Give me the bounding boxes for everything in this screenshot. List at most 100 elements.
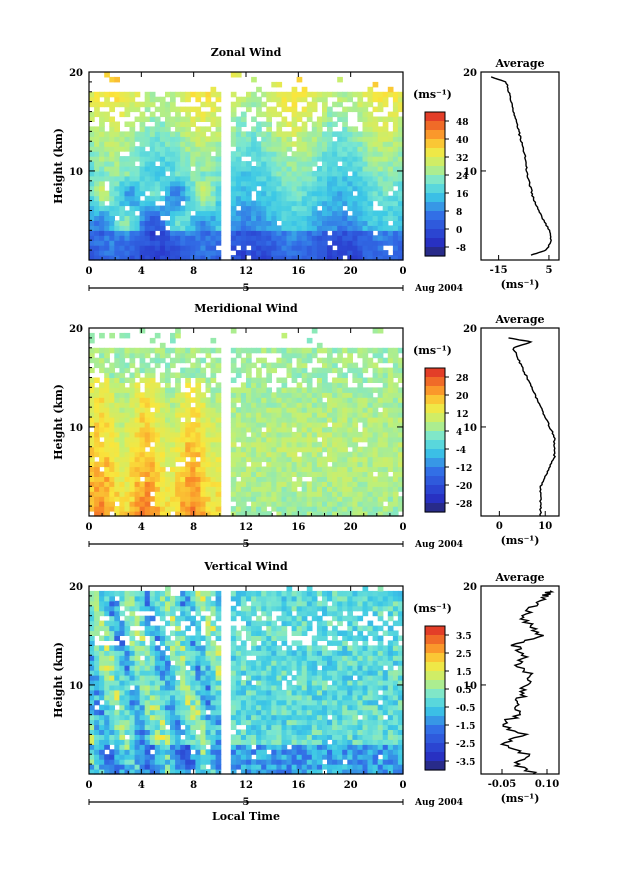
heatmap-cell xyxy=(362,156,369,162)
heatmap-cell xyxy=(205,111,212,118)
heatmap-cell xyxy=(271,436,277,443)
heatmap-cell xyxy=(175,481,181,487)
heatmap-cell xyxy=(205,431,212,438)
heatmap-cell xyxy=(261,161,267,167)
heatmap-cell xyxy=(165,240,171,246)
heatmap-cell xyxy=(114,734,120,740)
heatmap-cell xyxy=(322,357,328,364)
heatmap-cell xyxy=(256,402,262,408)
heatmap-cell xyxy=(246,362,252,369)
heatmap-cell xyxy=(266,744,272,750)
heatmap-cell xyxy=(109,461,115,468)
heatmap-cell xyxy=(180,185,186,192)
heatmap-cell xyxy=(347,744,353,750)
heatmap-cell xyxy=(387,136,394,142)
heatmap-cell xyxy=(215,161,222,167)
heatmap-cell xyxy=(210,426,217,433)
heatmap-cell xyxy=(296,362,303,369)
heatmap-cell xyxy=(195,116,202,122)
heatmap-cell xyxy=(276,704,283,711)
heatmap-cell xyxy=(266,347,272,354)
heatmap-cell xyxy=(387,367,394,374)
heatmap-cell xyxy=(180,496,186,502)
heatmap-cell xyxy=(129,372,136,378)
heatmap-cell xyxy=(311,190,318,197)
heatmap-cell xyxy=(332,699,338,706)
heatmap-cell xyxy=(185,451,191,458)
heatmap-cell xyxy=(387,156,394,162)
heatmap-cell xyxy=(114,146,120,152)
heatmap-cell xyxy=(387,431,394,438)
heatmap-cell xyxy=(266,754,272,760)
heatmap-cell xyxy=(347,230,353,236)
heatmap-cell xyxy=(149,446,156,453)
heatmap-cell xyxy=(281,739,288,745)
heatmap-cell xyxy=(251,699,257,706)
heatmap-cell xyxy=(362,719,369,726)
heatmap-cell xyxy=(89,126,95,132)
heatmap-cell xyxy=(159,111,166,118)
colorbar-band xyxy=(425,211,445,221)
heatmap-cell xyxy=(332,250,338,256)
heatmap-cell xyxy=(387,704,394,711)
heatmap-cell xyxy=(337,76,343,83)
heatmap-cell xyxy=(119,431,126,438)
heatmap-cell xyxy=(397,126,404,132)
heatmap-cell xyxy=(185,426,191,433)
heatmap-cell xyxy=(165,739,171,745)
heatmap-cell xyxy=(261,764,267,770)
heatmap-cell xyxy=(301,166,308,172)
heatmap-cell xyxy=(322,734,328,740)
heatmap-cell xyxy=(261,101,267,108)
heatmap-cell xyxy=(99,91,105,98)
heatmap-cell xyxy=(195,689,202,696)
heatmap-cell xyxy=(377,441,384,448)
heatmap-cell xyxy=(144,225,151,231)
heatmap-cell xyxy=(337,101,343,108)
heatmap-cell xyxy=(306,506,313,512)
heatmap-cell xyxy=(281,131,288,137)
heatmap-cell xyxy=(301,86,308,93)
heatmap-cell xyxy=(134,225,141,231)
heatmap-cell xyxy=(180,422,186,428)
heatmap-cell xyxy=(190,431,196,438)
heatmap-cell xyxy=(382,190,389,197)
heatmap-cell xyxy=(387,476,394,482)
heatmap-cell xyxy=(322,694,328,701)
heatmap-cell xyxy=(387,86,394,93)
heatmap-cell xyxy=(296,126,303,132)
heatmap-cell xyxy=(170,225,176,231)
heatmap-cell xyxy=(286,362,293,369)
heatmap-cell xyxy=(180,749,186,755)
heatmap-cell xyxy=(144,744,151,750)
heatmap-cell xyxy=(165,451,171,458)
heatmap-cell xyxy=(144,476,151,482)
heatmap-cell xyxy=(124,709,131,716)
heatmap-cell xyxy=(347,431,353,438)
heatmap-cell xyxy=(119,101,126,108)
heatmap-cell xyxy=(311,759,318,765)
heatmap-cell xyxy=(266,121,272,127)
heatmap-cell xyxy=(165,461,171,468)
heatmap-cell xyxy=(296,190,303,197)
heatmap-cell xyxy=(190,136,196,142)
heatmap-cell xyxy=(175,245,181,251)
heatmap-cell xyxy=(377,506,384,512)
heatmap-cell xyxy=(124,511,131,517)
heatmap-cell xyxy=(281,471,288,477)
heatmap-cell xyxy=(104,136,110,142)
colorbar-band xyxy=(425,238,445,248)
heatmap-cell xyxy=(94,106,100,113)
heatmap-cell xyxy=(195,506,202,512)
heatmap-cell xyxy=(114,200,120,207)
heatmap-cell xyxy=(286,461,293,468)
heatmap-cell xyxy=(195,131,202,137)
heatmap-cell xyxy=(99,220,105,226)
heatmap-cell xyxy=(109,694,115,701)
heatmap-cell xyxy=(367,496,374,502)
heatmap-cell xyxy=(266,250,272,256)
heatmap-cell xyxy=(129,347,136,354)
heatmap-cell xyxy=(185,161,191,167)
heatmap-cell xyxy=(327,466,333,472)
heatmap-cell xyxy=(306,491,313,497)
